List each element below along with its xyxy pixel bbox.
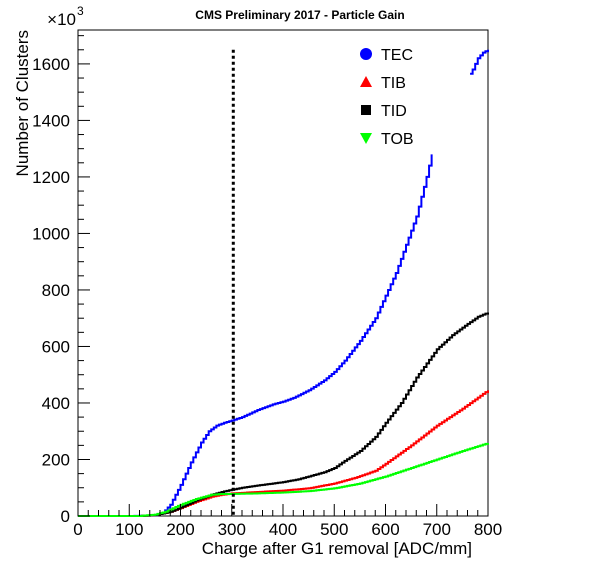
y-axis-label: Number of Clusters: [13, 30, 32, 176]
y-tick-label: 1000: [32, 224, 70, 243]
y-tick-label: 0: [61, 507, 70, 526]
y-multiplier-base: ×10: [47, 10, 76, 29]
x-tick-label: 200: [166, 520, 194, 539]
x-tick-label: 100: [115, 520, 143, 539]
series-line-tid: [78, 312, 489, 517]
x-tick-label: 600: [371, 520, 399, 539]
series-line-tib: [78, 390, 489, 517]
x-tick-label: 700: [423, 520, 451, 539]
legend-item-tec: TEC: [360, 47, 413, 64]
x-tick-label: 500: [320, 520, 348, 539]
y-tick-label: 200: [42, 450, 70, 469]
legend-label: TOB: [381, 131, 414, 148]
chart-title: CMS Preliminary 2017 - Particle Gain: [195, 8, 404, 22]
plot-frame: [77, 29, 489, 517]
plot-content: [78, 49, 489, 517]
x-tick-label: 800: [474, 520, 502, 539]
legend-item-tid: TID: [361, 103, 407, 120]
legend-marker-triangle-up-icon: [360, 76, 372, 87]
y-multiplier-exponent: 3: [77, 4, 84, 18]
y-tick-label: 1200: [32, 168, 70, 187]
x-tick-label: 0: [73, 520, 82, 539]
y-multiplier: ×10 3: [47, 4, 84, 29]
legend-item-tib: TIB: [360, 75, 406, 92]
legend-marker-circle-icon: [360, 48, 372, 60]
x-tick-label: 400: [269, 520, 297, 539]
series-line-tec: [78, 154, 433, 517]
legend-label: TEC: [381, 47, 413, 64]
legend-item-tob: TOB: [360, 131, 414, 148]
y-tick-label: 1400: [32, 111, 70, 130]
legend: TEC TIB TID TOB: [360, 47, 414, 148]
y-tick-label: 800: [42, 281, 70, 300]
x-axis-label: Charge after G1 removal [ADC/mm]: [202, 539, 472, 558]
legend-label: TID: [381, 103, 407, 120]
legend-marker-square-icon: [361, 105, 371, 115]
y-tick-label: 1600: [32, 55, 70, 74]
legend-marker-triangle-down-icon: [360, 133, 372, 144]
legend-label: TIB: [381, 75, 406, 92]
y-tick-label: 600: [42, 337, 70, 356]
series-line-tec: [470, 49, 489, 75]
series-line-tob: [78, 442, 489, 517]
y-tick-label: 400: [42, 394, 70, 413]
x-tick-label: 300: [218, 520, 246, 539]
axes: 0 100 200 300 400 500 600 700 800 0 200 400 600 800 10…: [32, 35, 502, 539]
